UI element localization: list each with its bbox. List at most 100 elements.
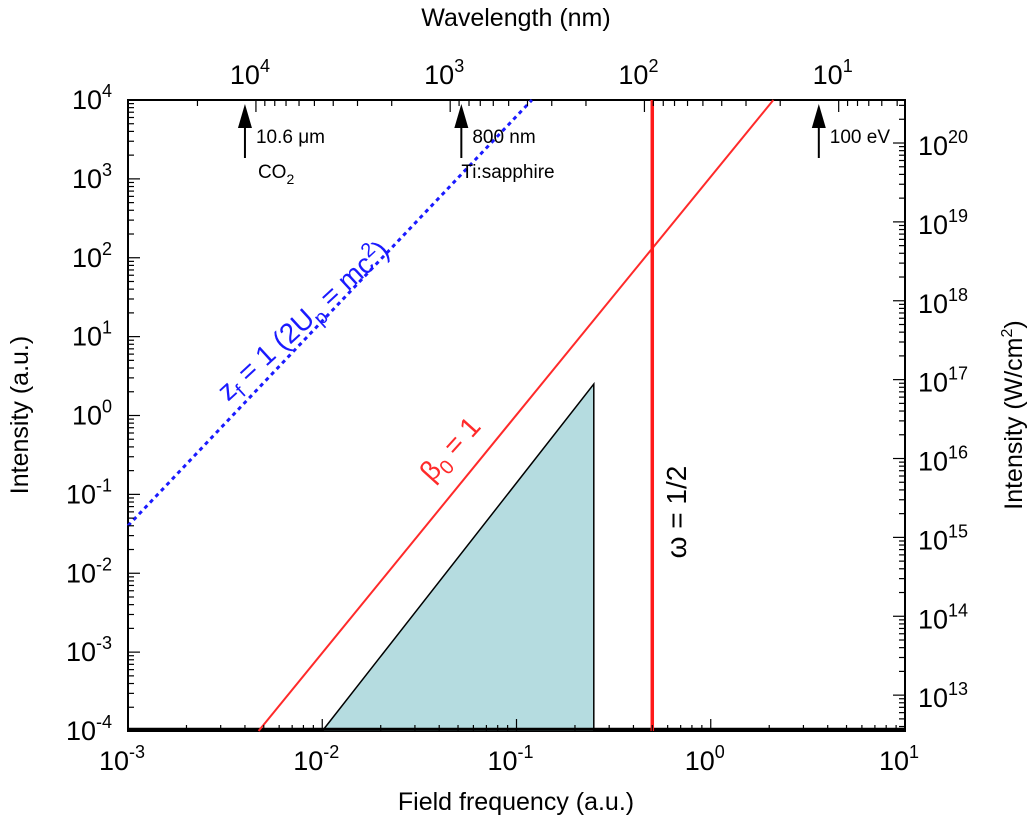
annotation-arrow-head [454, 104, 469, 128]
right-tick-label: 1019 [918, 206, 968, 240]
y-axis-title: Intensity (a.u.) [6, 336, 34, 494]
y-tick-label-base: 10 [66, 637, 96, 667]
right-tick-label: 1013 [918, 679, 968, 713]
right-tick-label: 1020 [918, 127, 968, 161]
x-axis-title: Field frequency (a.u.) [398, 788, 634, 816]
y-tick-label-exp: 2 [102, 239, 112, 259]
annotation-label: 100 eV [830, 127, 891, 148]
top-tick-label-base: 10 [618, 60, 648, 90]
y-tick-label: 101 [72, 318, 112, 352]
x-tick-label-base: 10 [685, 746, 715, 776]
y-tick-label-base: 10 [72, 322, 102, 352]
top-tick-label-exp: 1 [843, 56, 853, 76]
y-tick-label: 10-1 [66, 475, 112, 509]
top-axis-title: Wavelength (nm) [421, 4, 610, 32]
x-tick-label-base: 10 [99, 746, 129, 776]
annotation-sublabel-base: Ti:sapphire [461, 162, 554, 183]
y-tick-label-base: 10 [72, 85, 102, 115]
curve-label-omega: ω = 1/2 [661, 466, 692, 559]
tick-group [127, 99, 906, 732]
right-tick-label-exp: 17 [948, 364, 968, 384]
x-tick-label: 10-1 [487, 742, 533, 776]
y-tick-label-exp: -2 [96, 554, 112, 574]
right-tick-label-base: 10 [918, 289, 948, 319]
x-tick-label: 100 [685, 742, 725, 776]
y-tick-label-base: 10 [66, 479, 96, 509]
x-tick-label-exp: -2 [323, 742, 339, 762]
y-tick-label-exp: 4 [102, 81, 112, 101]
right-tick-label-exp: 18 [948, 285, 968, 305]
zf-mid: = 1 (2U [226, 303, 321, 394]
top-tick-label-base: 10 [813, 60, 843, 90]
x-tick-label-base: 10 [293, 746, 323, 776]
annotation-label: 800 nm [472, 127, 535, 148]
right-tick-label-exp: 20 [948, 127, 968, 147]
top-tick-label: 103 [424, 56, 464, 90]
top-tick-label-base: 10 [424, 60, 454, 90]
right-tick-label: 1018 [918, 285, 968, 319]
annotation-sublabel: CO2 [258, 162, 295, 187]
y-tick-label: 10-3 [66, 633, 112, 667]
x-tick-label-exp: -3 [129, 742, 145, 762]
right-tick-label-exp: 16 [948, 443, 968, 463]
right-tick-label-exp: 14 [948, 600, 968, 620]
right-tick-label-base: 10 [918, 525, 948, 555]
right-tick-label-base: 10 [918, 604, 948, 634]
x-tick-label-exp: -1 [518, 742, 534, 762]
right-tick-label-base: 10 [918, 131, 948, 161]
top-tick-label-exp: 2 [648, 56, 658, 76]
top-tick-label: 101 [813, 56, 853, 90]
annotation-sublabel-base: CO [258, 162, 287, 183]
y-tick-label: 10-2 [66, 554, 112, 588]
x-tick-label-exp: 1 [909, 742, 919, 762]
right-tick-label: 1014 [918, 600, 968, 634]
x-tick-label: 10-3 [99, 742, 145, 776]
y-tick-label-base: 10 [66, 716, 96, 746]
right-tick-label-exp: 19 [948, 206, 968, 226]
annotation-sublabel: Ti:sapphire [461, 162, 554, 183]
y-tick-label-exp: 3 [102, 160, 112, 180]
curve-label-zf: zf = 1 (2Up = mc2) [209, 232, 399, 411]
right-axis-title-sup: 2 [999, 328, 1016, 337]
right-tick-label-base: 10 [918, 368, 948, 398]
y-tick-label: 104 [72, 81, 112, 115]
right-tick-label: 1016 [918, 443, 968, 477]
right-tick-label: 1017 [918, 364, 968, 398]
x-tick-label: 101 [879, 742, 919, 776]
y-tick-label-exp: -3 [96, 633, 112, 653]
y-tick-label-base: 10 [72, 243, 102, 273]
right-tick-label: 1015 [918, 521, 968, 555]
y-tick-label-exp: 0 [102, 397, 112, 417]
x-tick-label: 10-2 [293, 742, 339, 776]
y-tick-label-exp: -1 [96, 475, 112, 495]
y-tick-label: 102 [72, 239, 112, 273]
right-axis-title-base: Intensity (W/cm [1000, 337, 1028, 509]
tick-label-group: 10-3 10-2 10-1 100 10110-410-310-210-1100101… [66, 56, 968, 776]
curve-label-beta: β0 = 1 [413, 411, 490, 491]
annotation-arrow-head [237, 104, 252, 128]
x-tick-label-base: 10 [879, 746, 909, 776]
y-tick-label: 100 [72, 397, 112, 431]
top-tick-label: 104 [230, 56, 270, 90]
annotation-sublabel-sub: 2 [286, 171, 294, 187]
series-line-1 [257, 99, 775, 732]
y-tick-label-exp: 1 [102, 318, 112, 338]
y-tick-label: 103 [72, 160, 112, 194]
y-tick-label-exp: -4 [96, 712, 112, 732]
right-tick-label-base: 10 [918, 210, 948, 240]
annotation-arrow-head [811, 104, 826, 128]
right-tick-label-base: 10 [918, 447, 948, 477]
y-tick-label: 10-4 [66, 712, 112, 746]
x-tick-label-exp: 0 [715, 742, 725, 762]
y-tick-label-base: 10 [66, 558, 96, 588]
series-line-0 [126, 98, 533, 527]
right-tick-label-exp: 13 [948, 679, 968, 699]
top-tick-label: 102 [618, 56, 658, 90]
annotation-group: 10.6 μm CO2 800 nm Ti:sapphire 100 eV [237, 104, 891, 187]
right-tick-label-base: 10 [918, 683, 948, 713]
annotation-label: 10.6 μm [256, 127, 325, 148]
y-tick-label-base: 10 [72, 164, 102, 194]
right-axis-title: Intensity (W/cm2) [999, 320, 1028, 509]
x-tick-label-base: 10 [487, 746, 517, 776]
